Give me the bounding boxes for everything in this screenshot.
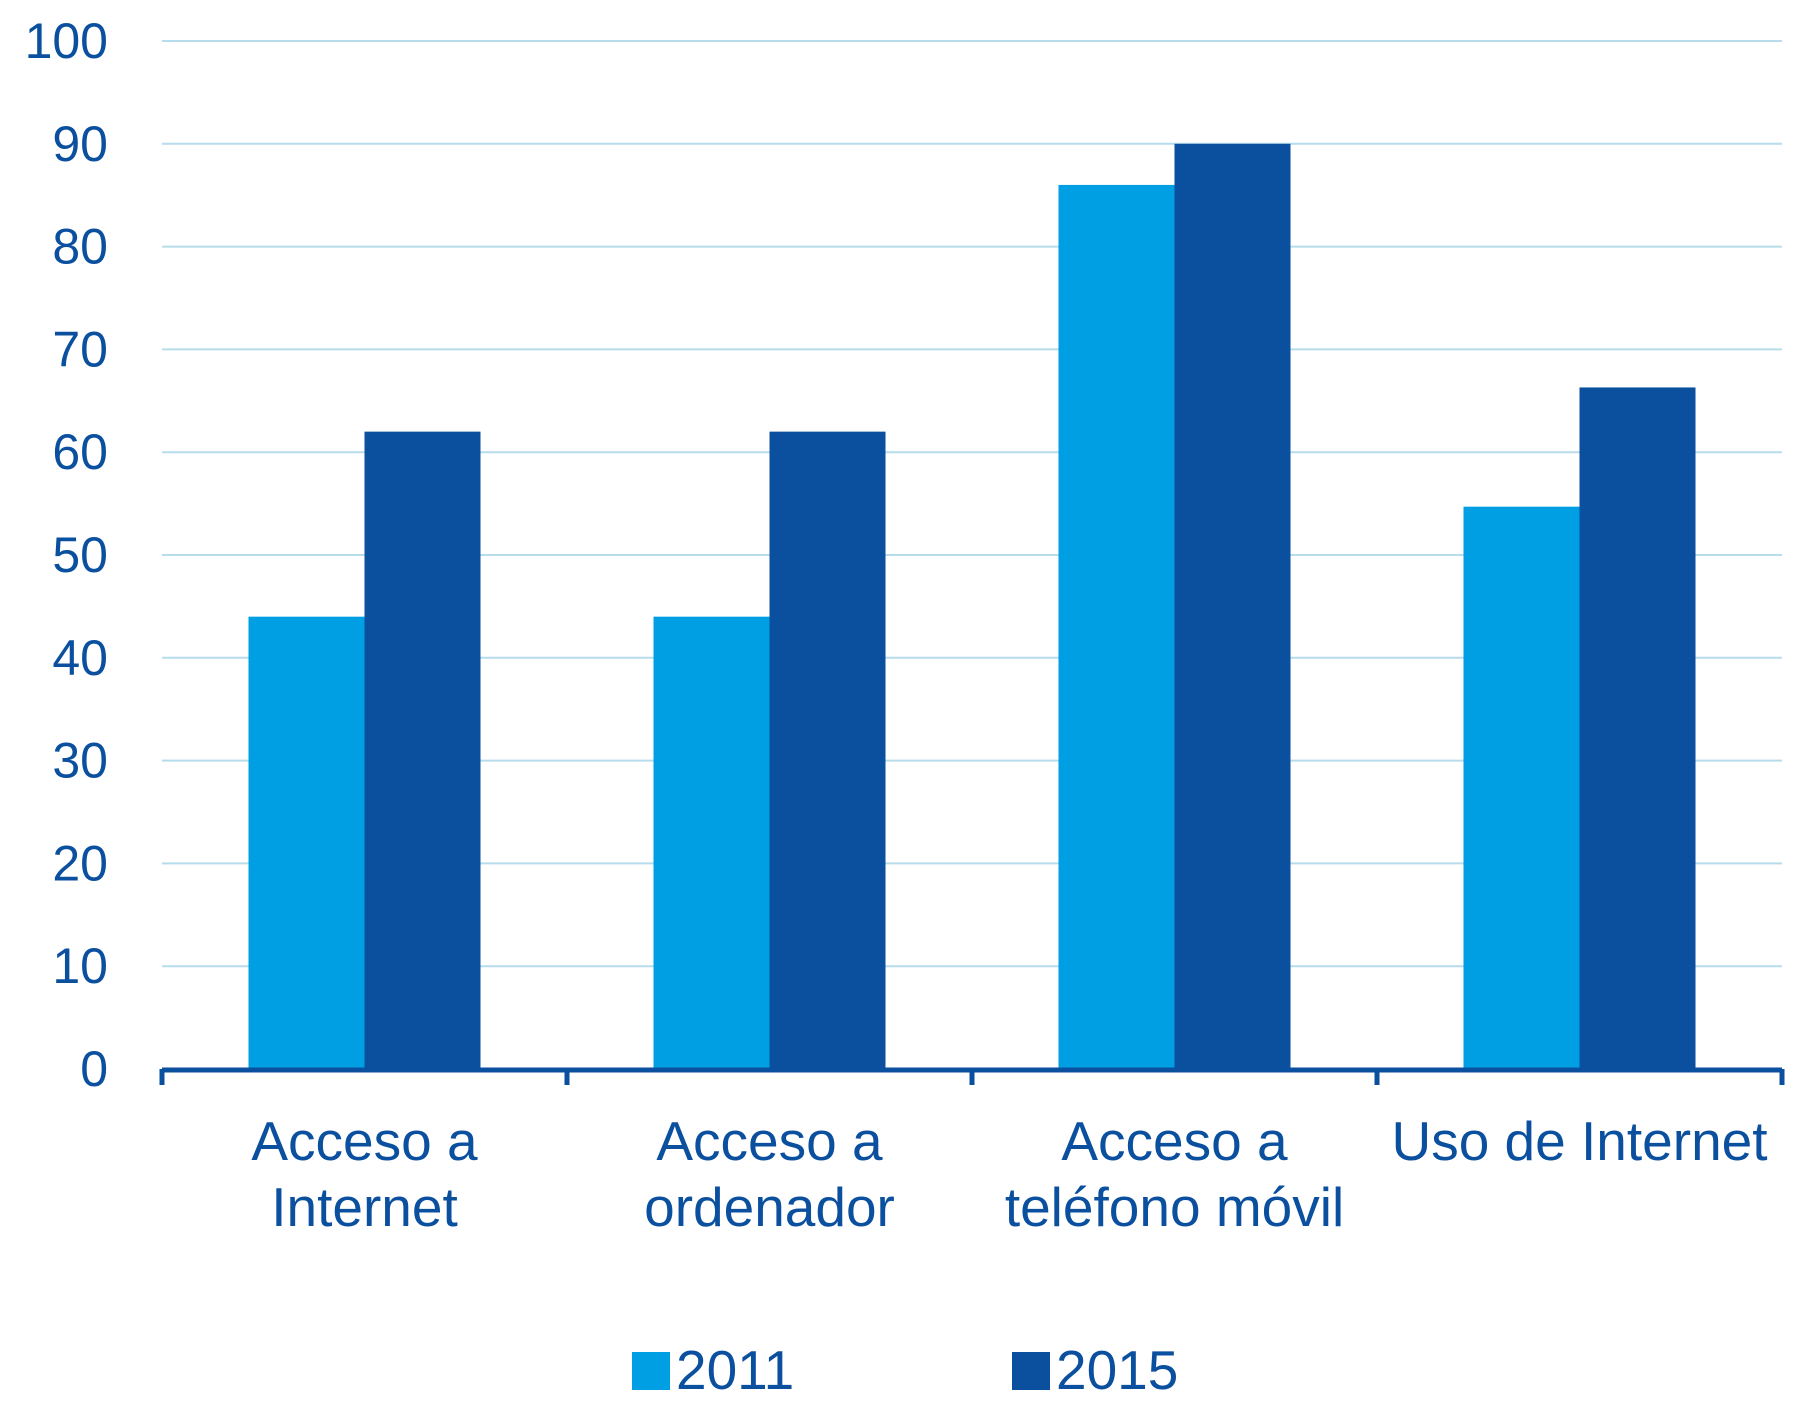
x-category-label: ordenador [644, 1176, 895, 1238]
bar-2011 [653, 616, 770, 1069]
y-tick-label: 80 [52, 219, 108, 275]
bar-2011 [248, 616, 365, 1069]
bar-2011 [1058, 184, 1175, 1070]
y-tick-label: 20 [52, 835, 108, 891]
y-tick-label: 30 [52, 733, 108, 789]
y-tick-label: 10 [52, 938, 108, 994]
x-axis [159, 1067, 1785, 1085]
x-category-label: teléfono móvil [1005, 1176, 1344, 1238]
legend-swatch-2011 [632, 1352, 670, 1390]
y-tick-label: 60 [52, 424, 108, 480]
bar-2015 [769, 431, 886, 1069]
y-axis-tick-labels: 0 10 20 30 40 50 60 70 80 90 100 [25, 13, 108, 1097]
legend-label-2011: 2011 [676, 1339, 794, 1401]
y-tick-label: 0 [80, 1041, 108, 1097]
x-category-label: Acceso a [656, 1110, 883, 1172]
legend-label-2015: 2015 [1056, 1339, 1178, 1401]
y-tick-label: 70 [52, 321, 108, 377]
bar-2015 [1174, 143, 1291, 1070]
y-tick-label: 100 [25, 13, 108, 69]
y-tick-label: 40 [52, 630, 108, 686]
y-tick-label: 50 [52, 527, 108, 583]
bars [248, 143, 1696, 1070]
y-tick-label: 90 [52, 116, 108, 172]
bar-2015 [364, 431, 481, 1069]
bar-2015 [1579, 387, 1696, 1069]
bar-2011 [1463, 506, 1580, 1070]
legend: 2011 2015 [632, 1339, 1178, 1401]
x-category-label: Internet [271, 1176, 458, 1238]
legend-swatch-2015 [1012, 1352, 1050, 1390]
x-category-label: Uso de Internet [1391, 1110, 1767, 1172]
x-category-label: Acceso a [251, 1110, 478, 1172]
x-category-label: Acceso a [1061, 1110, 1288, 1172]
